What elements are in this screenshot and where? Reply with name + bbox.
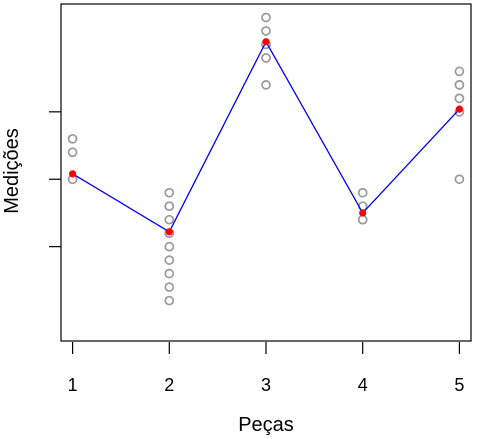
mean-point — [69, 170, 77, 178]
x-tick-label: 5 — [454, 375, 464, 395]
data-point — [261, 53, 271, 63]
plot-frame — [60, 3, 472, 342]
x-tick-label: 2 — [164, 375, 174, 395]
mean-line — [72, 40, 460, 233]
mean-point — [455, 105, 463, 113]
mean-point — [262, 38, 270, 46]
data-point — [261, 12, 271, 23]
axes-layer: 1 2 3 4 5 — [49, 3, 472, 395]
data-point — [454, 93, 465, 104]
x-tick-label: 3 — [261, 375, 271, 395]
data-point — [164, 295, 175, 306]
x-tick-label: 1 — [68, 375, 78, 395]
data-point — [67, 133, 78, 144]
data-point — [164, 255, 175, 265]
y-axis-title: Medições — [1, 128, 23, 214]
data-point — [454, 66, 465, 77]
data-point — [164, 282, 175, 292]
data-point — [67, 147, 78, 158]
data-point — [164, 214, 175, 225]
data-point — [164, 201, 175, 212]
line-layer — [69, 38, 463, 236]
data-point — [454, 80, 465, 90]
x-tick-label: 4 — [358, 375, 368, 395]
data-point — [164, 187, 175, 198]
data-point — [454, 174, 465, 185]
data-point — [164, 241, 175, 252]
data-point — [261, 26, 271, 36]
data-point — [164, 268, 175, 279]
mean-point — [359, 209, 367, 217]
x-axis-title: Peças — [238, 414, 294, 436]
data-point — [261, 80, 271, 90]
mean-point — [165, 228, 173, 236]
data-point — [357, 214, 368, 225]
points-layer — [67, 12, 465, 306]
data-point — [357, 187, 368, 198]
